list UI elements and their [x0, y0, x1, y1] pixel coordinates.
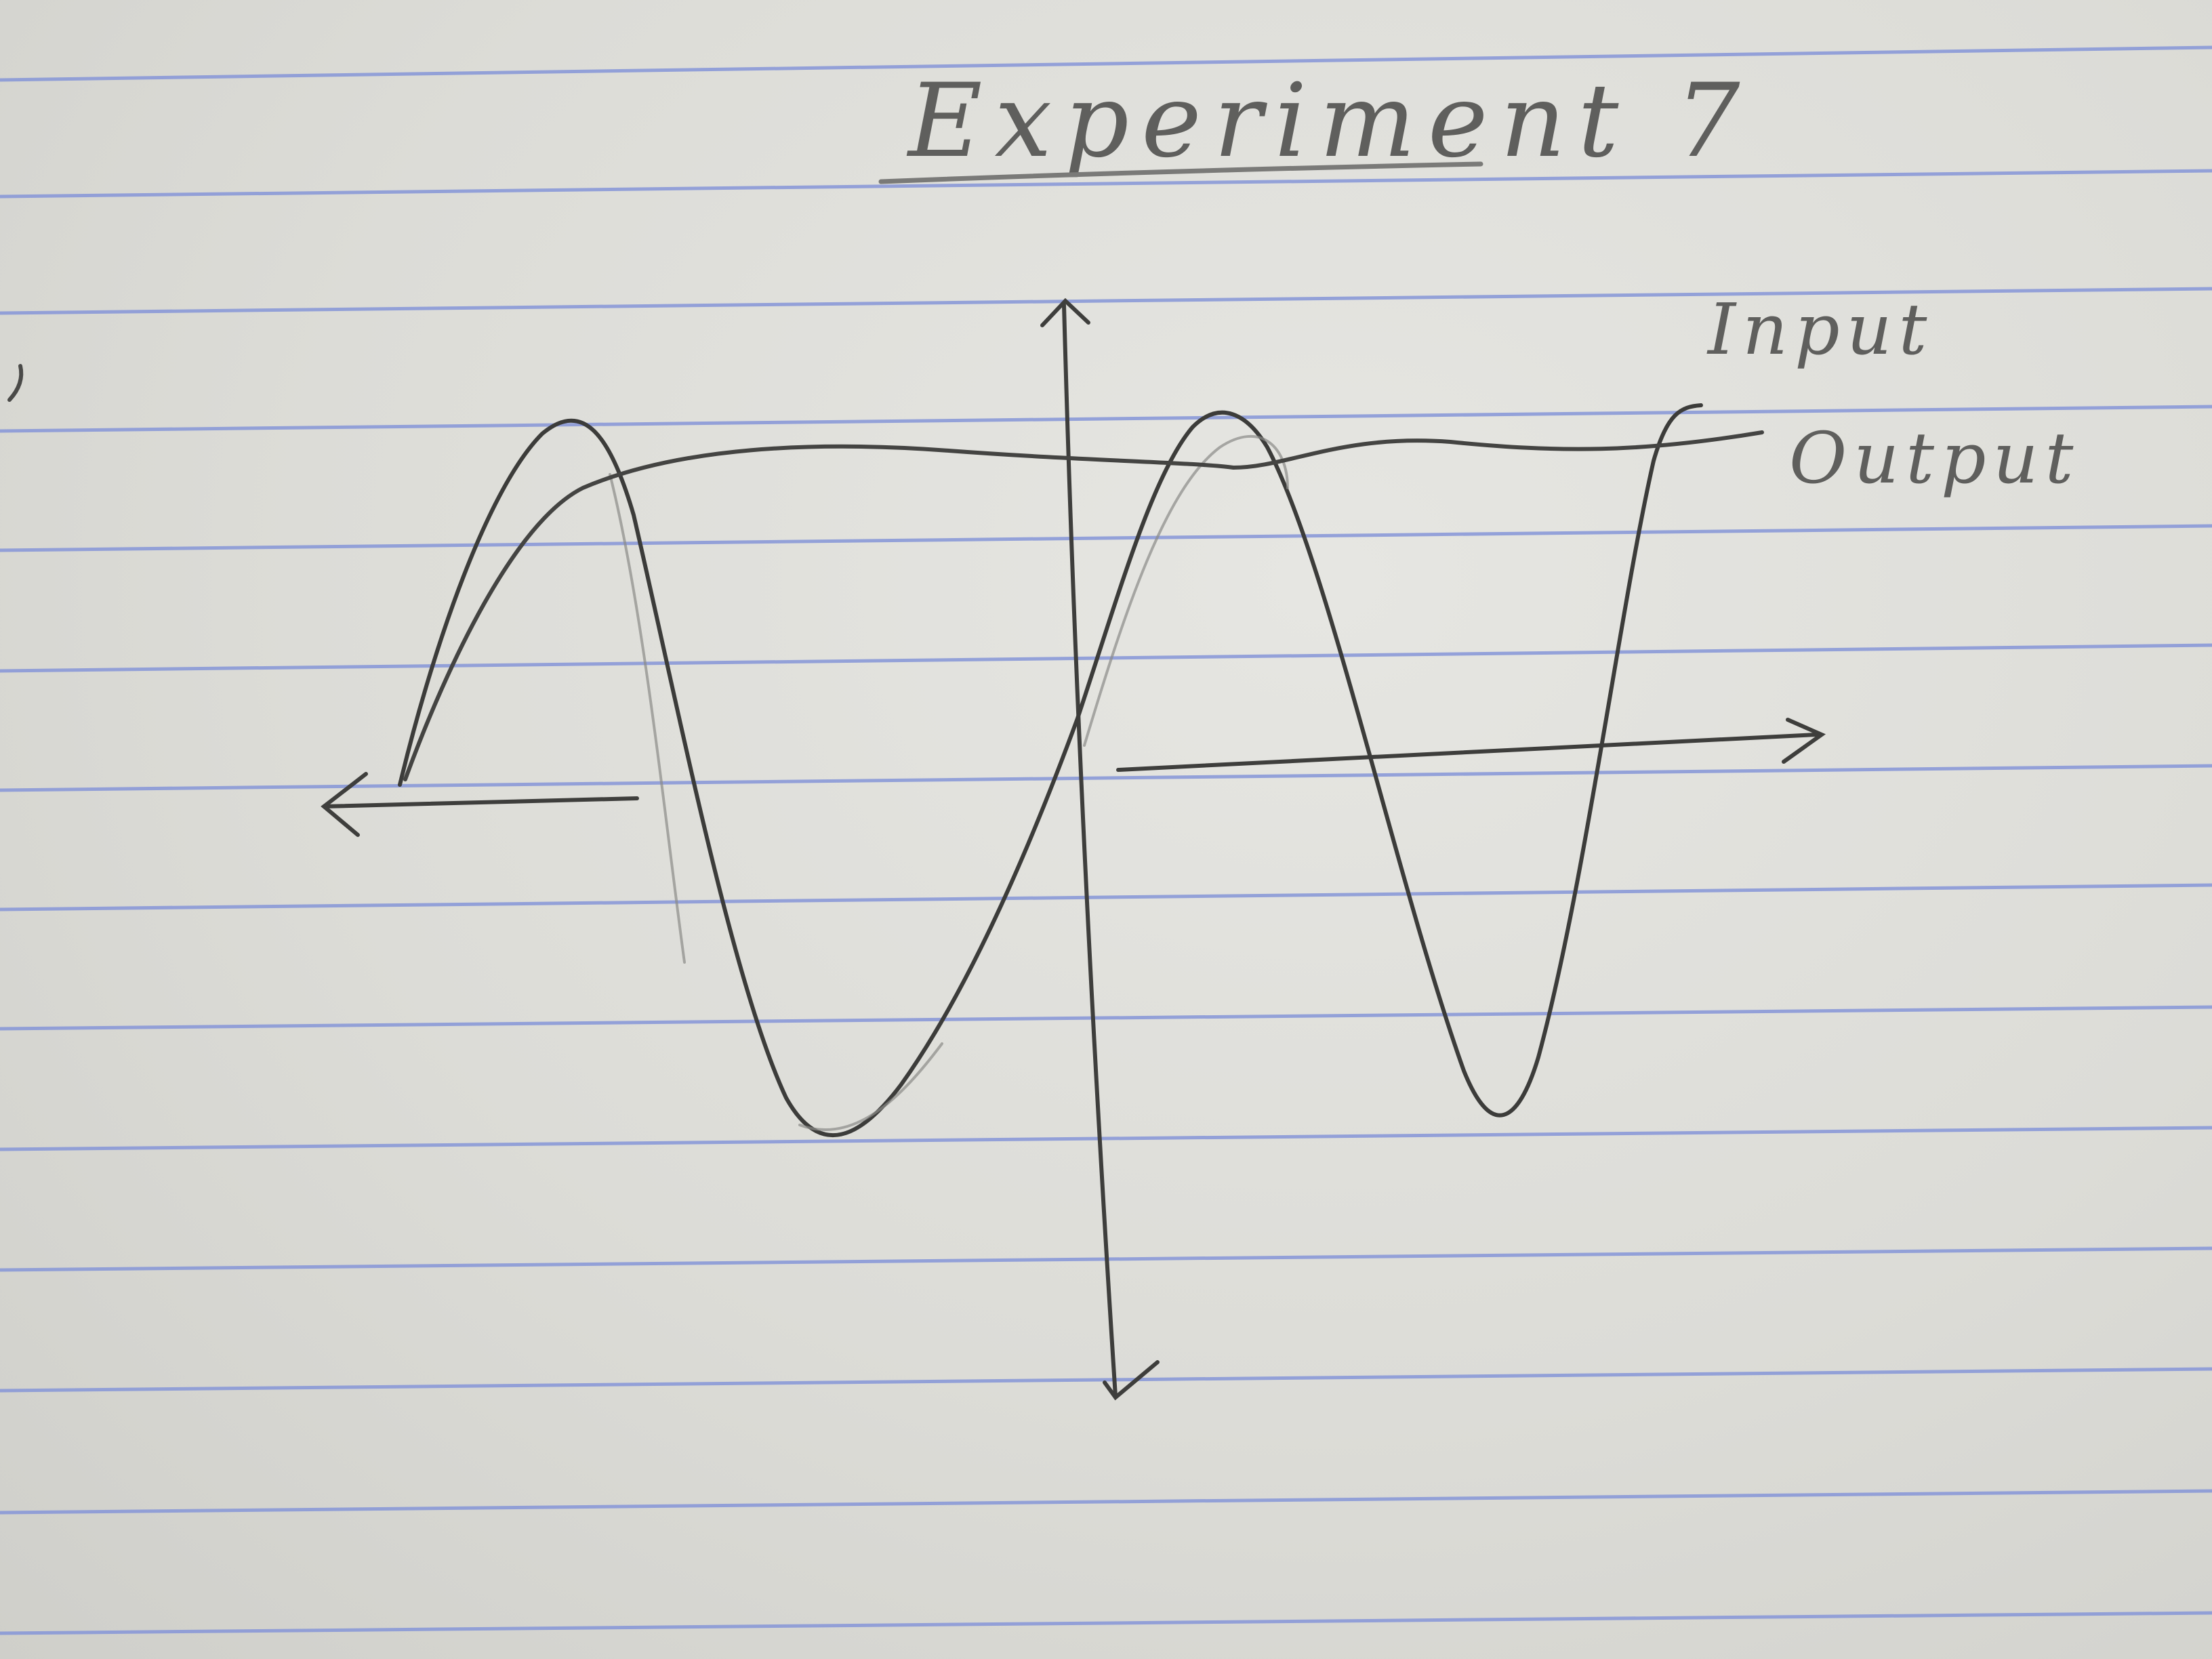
y-axis [1062, 303, 1118, 1398]
input-wave [398, 403, 1703, 1138]
sketch-trace [609, 434, 1289, 1132]
title-underline [878, 161, 1483, 184]
margin-mark [7, 364, 24, 402]
output-wave [403, 430, 1764, 781]
y-axis-arrow-top [1040, 298, 1090, 327]
x-axis-arrow-right [1782, 718, 1826, 764]
x-axis-arrow-left [321, 772, 368, 837]
input-label: Input [1706, 288, 1933, 371]
output-label: Output [1789, 417, 2080, 499]
axes [321, 298, 1826, 1401]
ruled-lines [0, 45, 2212, 1635]
y-axis-arrow-bottom [1103, 1360, 1160, 1401]
x-axis [322, 733, 1818, 808]
page-title: Experiment 7 [906, 62, 1753, 180]
